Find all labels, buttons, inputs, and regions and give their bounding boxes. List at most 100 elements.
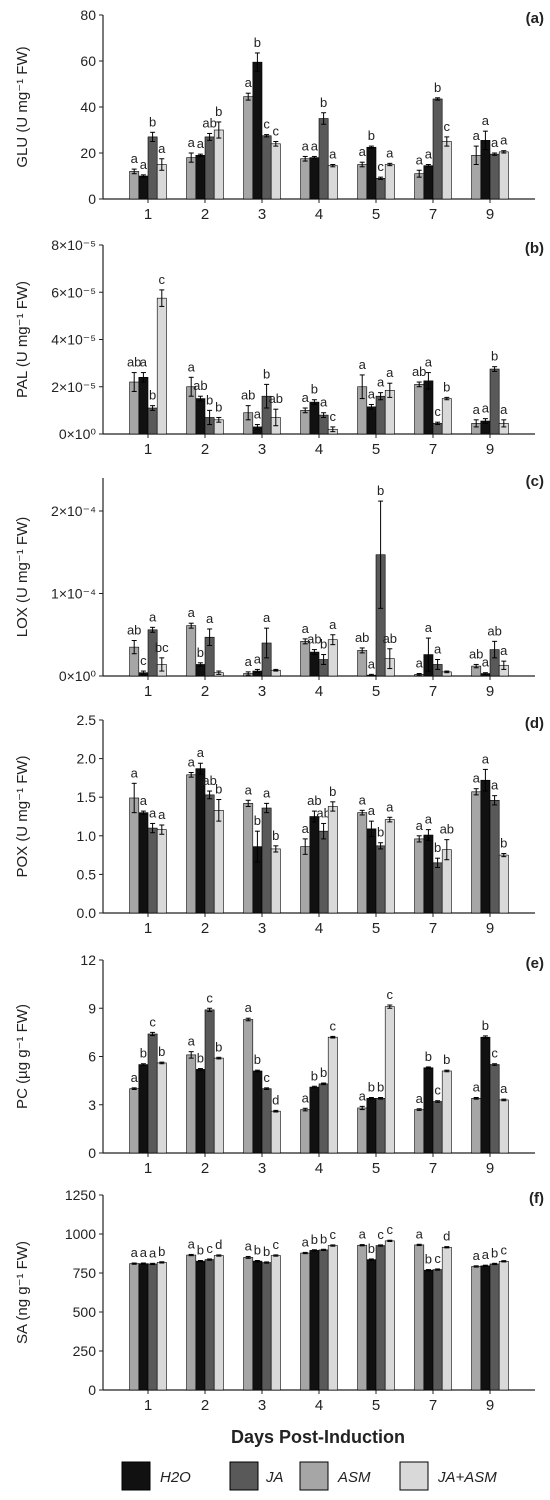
significance-letter: b — [158, 1244, 165, 1259]
bar-ja — [489, 1263, 500, 1391]
x-tick-label: 5 — [372, 1160, 380, 1177]
significance-letter: a — [359, 144, 367, 159]
bar-ja — [204, 136, 215, 200]
bar-asm — [300, 846, 311, 914]
y-tick-label: 60 — [80, 53, 96, 69]
bar-ja-asm — [498, 1261, 509, 1391]
bar-h2o — [138, 175, 149, 200]
bar-asm — [243, 1257, 254, 1391]
significance-letter: c — [387, 1222, 394, 1237]
bar-ja-asm — [270, 1255, 281, 1391]
significance-letter: a — [149, 609, 157, 624]
significance-letter: a — [473, 402, 481, 417]
significance-letter: a — [473, 1248, 481, 1263]
significance-letter: c — [434, 1251, 441, 1266]
significance-letter: ab — [487, 623, 501, 638]
bar-ja-asm — [384, 164, 395, 200]
x-tick-label: 1 — [144, 683, 152, 700]
bar-h2o — [480, 1265, 491, 1391]
significance-letter: b — [149, 114, 156, 129]
x-tick-label: 1 — [144, 1397, 152, 1414]
bar-asm — [300, 158, 311, 200]
bar-h2o — [138, 1064, 149, 1154]
significance-letter: a — [302, 821, 310, 836]
significance-letter: a — [368, 803, 376, 818]
y-tick-label: 1000 — [65, 1226, 96, 1242]
x-tick-label: 3 — [258, 683, 266, 700]
significance-letter: a — [263, 610, 271, 625]
bar-h2o — [423, 165, 434, 200]
significance-letter: a — [359, 1227, 367, 1242]
y-tick-label: 6×10⁻⁵ — [51, 284, 96, 300]
y-axis-title: SA (ng g⁻¹ FW) — [14, 1241, 31, 1344]
bar-ja — [375, 178, 386, 200]
significance-letter: ab — [355, 630, 369, 645]
significance-letter: a — [482, 751, 490, 766]
panel-label: (d) — [525, 715, 544, 732]
significance-letter: a — [482, 401, 490, 416]
bar-asm — [243, 1019, 254, 1154]
y-tick-label: 40 — [80, 99, 96, 115]
x-tick-label: 5 — [372, 441, 380, 458]
significance-letter: a — [188, 605, 196, 620]
significance-letter: ab — [440, 822, 454, 837]
significance-letter: a — [302, 138, 310, 153]
significance-letter: a — [482, 1247, 490, 1262]
significance-letter: a — [482, 113, 490, 128]
significance-letter: a — [368, 386, 376, 401]
bar-asm — [414, 838, 425, 914]
significance-letter: b — [197, 1243, 204, 1258]
legend-label-h2o: H2O — [160, 1469, 191, 1486]
significance-letter: b — [500, 836, 507, 851]
significance-letter: ab — [202, 115, 216, 130]
x-tick-label: 4 — [315, 683, 323, 700]
x-tick-label: 5 — [372, 920, 380, 937]
x-tick-label: 1 — [144, 1160, 152, 1177]
x-tick-label: 4 — [315, 920, 323, 937]
significance-letter: a — [500, 402, 508, 417]
significance-letter: a — [377, 375, 385, 390]
x-tick-label: 1 — [144, 920, 152, 937]
bar-h2o — [195, 155, 206, 200]
significance-letter: c — [273, 1237, 280, 1252]
significance-letter: a — [416, 1091, 424, 1106]
bar-ja-asm — [270, 1110, 281, 1154]
panel-label: (a) — [526, 10, 544, 27]
significance-letter: ab — [412, 364, 426, 379]
x-tick-label: 2 — [201, 920, 209, 937]
bar-h2o — [309, 651, 320, 677]
bar-asm — [186, 774, 197, 914]
significance-letter: a — [386, 799, 394, 814]
bar-asm — [414, 1244, 425, 1391]
y-tick-label: 12 — [80, 952, 96, 968]
significance-letter: b — [311, 1068, 318, 1083]
significance-letter: a — [188, 359, 196, 374]
y-tick-label: 2.0 — [77, 751, 97, 767]
y-tick-label: 2.5 — [77, 712, 97, 728]
significance-letter: a — [254, 651, 262, 666]
significance-letter: b — [329, 784, 336, 799]
significance-letter: a — [482, 655, 490, 670]
significance-letter: a — [245, 782, 253, 797]
bar-ja-asm — [384, 1240, 395, 1391]
significance-letter: a — [131, 765, 139, 780]
bar-ja-asm — [441, 141, 452, 200]
y-tick-label: 0.0 — [77, 905, 97, 921]
bar-asm — [129, 1088, 140, 1154]
y-axis-title: PAL (U mg⁻¹ FW) — [14, 281, 31, 398]
significance-letter: b — [197, 645, 204, 660]
bar-ja — [375, 395, 386, 435]
significance-letter: a — [197, 745, 205, 760]
x-tick-label: 9 — [486, 1397, 494, 1414]
significance-letter: a — [158, 807, 166, 822]
significance-letter: bc — [155, 640, 169, 655]
significance-letter: a — [359, 1088, 367, 1103]
x-tick-label: 7 — [429, 441, 437, 458]
significance-letter: b — [254, 1243, 261, 1258]
bar-asm — [186, 1054, 197, 1154]
bar-asm — [357, 650, 368, 677]
significance-letter: b — [377, 825, 384, 840]
significance-letter: a — [245, 75, 253, 90]
bar-h2o — [423, 834, 434, 914]
bar-ja — [261, 1262, 272, 1391]
